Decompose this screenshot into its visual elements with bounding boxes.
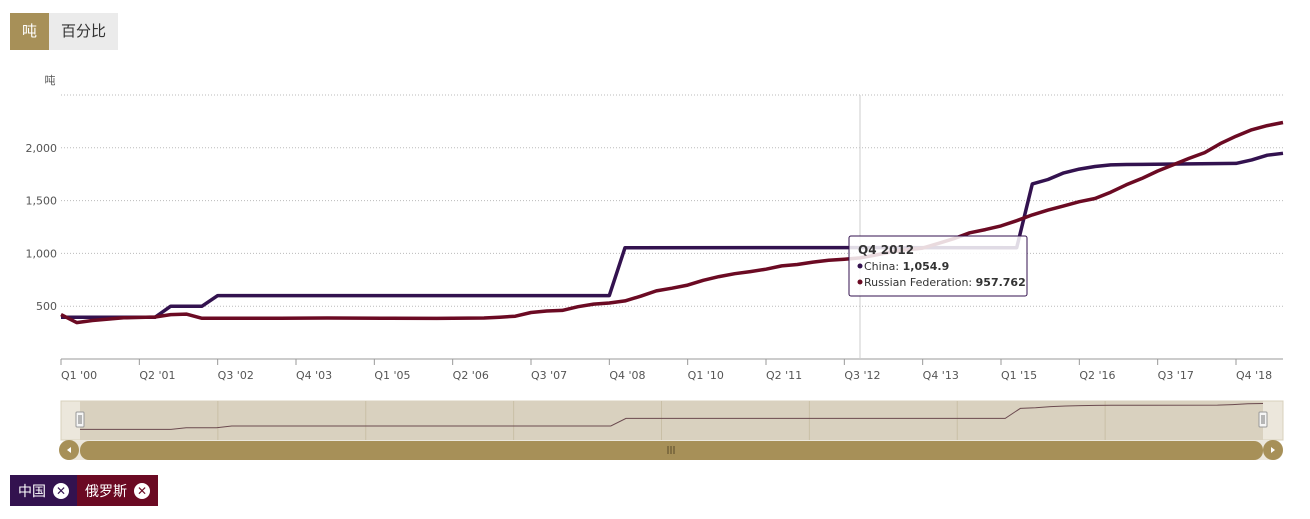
y-tick-label: 1,000 [26,247,58,260]
unit-toggle: 吨 百分比 [10,13,119,50]
legend-chip-russia[interactable]: 俄罗斯 ✕ [77,475,158,506]
x-tick-label: Q2 '16 [1079,369,1115,382]
x-tick-label: Q3 '12 [844,369,880,382]
navigator[interactable] [59,400,1284,460]
y-axis-unit-label: 吨 [45,74,56,87]
x-tick-label: Q4 '18 [1236,369,1272,382]
grid-lines [61,94,1283,307]
remove-icon[interactable]: ✕ [53,482,69,499]
y-tick-label: 500 [36,300,57,313]
x-tick-label: Q3 '17 [1158,369,1194,382]
remove-icon[interactable]: ✕ [134,482,150,499]
navigator-selection[interactable] [80,401,1263,440]
x-tick-label: Q2 '06 [453,369,489,382]
tooltip: Q4 2012 China: 1,054.9 Russian Federation… [848,235,1028,297]
x-tick-label: Q1 '15 [1001,369,1037,382]
tooltip-row: Russian Federation: 957.762 [864,276,1026,289]
series-lines[interactable] [60,120,1284,325]
tonnes-button[interactable]: 吨 [10,13,50,50]
x-tick-label: Q4 '13 [923,369,959,382]
legend: 中国 ✕ 俄罗斯 ✕ [10,475,158,506]
percent-button[interactable]: 百分比 [49,13,119,50]
x-axis-ticks: Q1 '00 Q2 '01 Q3 '02 Q4 '03 Q1 '05 Q2 '06 Q3 '… [60,359,1272,382]
tooltip-title: Q4 2012 [858,243,914,257]
navigator-series [80,403,1264,430]
arrow-right-icon [1271,447,1275,453]
tooltip-box [848,235,1028,297]
tooltip-row: China: 1,054.9 [864,260,949,273]
y-axis-ticks: 500 1,000 1,500 2,000 [26,142,58,313]
x-tick-label: Q4 '08 [609,369,645,382]
navigator-right-handle[interactable] [1258,411,1268,428]
x-tick-label: Q1 '10 [688,369,724,382]
x-tick-label: Q3 '02 [218,369,254,382]
x-tick-label: Q3 '07 [531,369,567,382]
legend-label-russia: 俄罗斯 [85,483,127,500]
legend-label-china: 中国 [18,483,46,500]
x-tick-label: Q4 '03 [296,369,332,382]
tooltip-marker [857,279,863,285]
y-tick-label: 1,500 [26,195,58,208]
arrow-left-icon [67,447,71,453]
x-tick-label: Q2 '01 [139,369,175,382]
x-tick-label: Q1 '00 [61,369,97,382]
x-tick-label: Q1 '05 [374,369,410,382]
series-line-china[interactable] [61,151,1284,320]
tooltip-marker [857,263,863,269]
legend-chip-china[interactable]: 中国 ✕ [10,475,77,506]
series-line-russia[interactable] [60,120,1284,325]
tooltip-rows: China: 1,054.9 Russian Federation: 957.76… [857,260,1026,289]
navigator-left-handle[interactable] [75,411,85,428]
y-tick-label: 2,000 [26,142,58,155]
x-tick-label: Q2 '11 [766,369,802,382]
